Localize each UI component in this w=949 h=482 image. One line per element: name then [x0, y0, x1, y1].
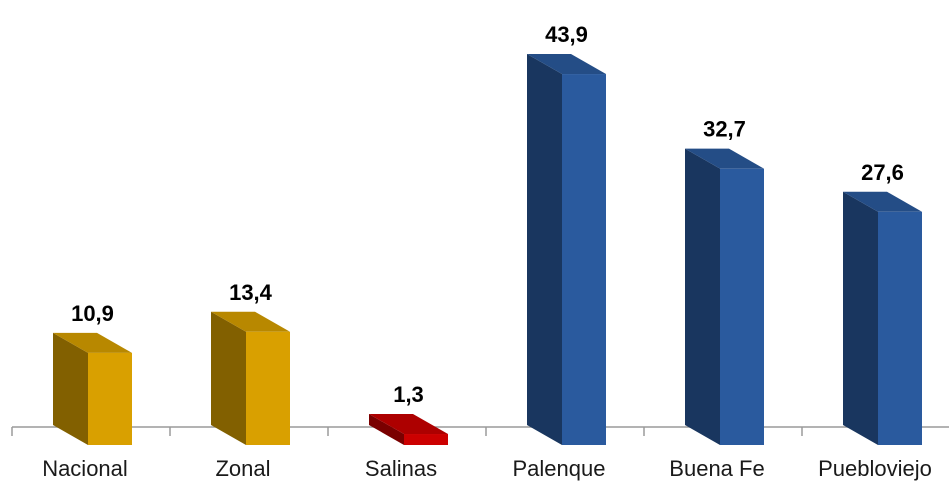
category-label: Salinas: [365, 456, 437, 481]
bar-side-face: [685, 148, 720, 445]
value-labels: 10,9 13,4 1,3 43,9 32,7 27,6: [71, 22, 904, 407]
bar-front-face: [720, 168, 764, 445]
value-label: 10,9: [71, 301, 114, 326]
bar-front-face: [88, 352, 132, 445]
value-label: 32,7: [703, 117, 746, 142]
bar-salinas: [369, 414, 448, 445]
bar-palenque: [527, 54, 606, 446]
bar-front-face: [246, 331, 290, 445]
value-label: 43,9: [545, 22, 588, 47]
bar-top-face: [527, 54, 606, 75]
bar-side-face: [211, 311, 246, 445]
bar-nacional: [53, 332, 132, 445]
bar-top-face: [369, 414, 448, 435]
bar-puebloviejo: [843, 191, 922, 445]
bar-front-face: [404, 434, 448, 445]
category-label: Buena Fe: [669, 456, 764, 481]
value-label: 1,3: [393, 382, 424, 407]
category-label: Nacional: [42, 456, 128, 481]
bar-side-face: [843, 191, 878, 445]
bar-top-face: [685, 148, 764, 169]
category-label: Palenque: [513, 456, 606, 481]
x-axis: [11, 426, 949, 436]
bar-side-face: [527, 54, 562, 446]
value-label: 13,4: [229, 280, 273, 305]
bar-front-face: [562, 74, 606, 446]
bar-zonal: [211, 311, 290, 445]
category-label: Zonal: [215, 456, 270, 481]
bar-top-face: [843, 191, 922, 212]
bar-buena-fe: [685, 148, 764, 445]
value-label: 27,6: [861, 160, 904, 185]
category-label: Puebloviejo: [818, 456, 932, 481]
bar-side-face: [53, 332, 88, 445]
bar-front-face: [878, 211, 922, 445]
bar-top-face: [53, 332, 132, 353]
category-labels: Nacional Zonal Salinas Palenque Buena Fe Pueb…: [42, 456, 932, 481]
bar-top-face: [211, 311, 290, 332]
bars: [53, 54, 922, 446]
bar-side-face: [369, 414, 404, 445]
